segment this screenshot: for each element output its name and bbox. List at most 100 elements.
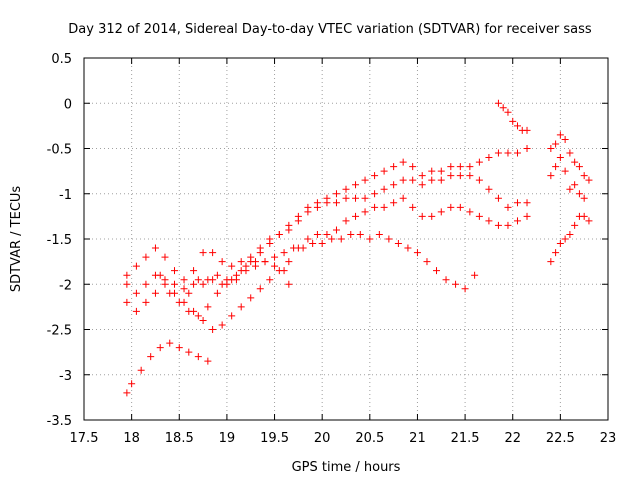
data-point (332, 190, 340, 198)
data-point (547, 258, 555, 266)
data-point (494, 194, 502, 202)
data-point (571, 181, 579, 189)
series-track-9 (547, 154, 588, 202)
x-tick-label: 17.5 (70, 431, 99, 446)
data-point (223, 276, 231, 284)
series-track-3 (123, 194, 531, 333)
data-point (571, 158, 579, 166)
x-tick-label: 19.5 (260, 431, 289, 446)
data-point (513, 199, 521, 207)
data-point (285, 221, 293, 229)
data-point (142, 298, 150, 306)
data-point (418, 181, 426, 189)
data-points (123, 99, 593, 397)
data-point (151, 289, 159, 297)
data-point (580, 172, 588, 180)
x-tick-label: 21 (409, 431, 426, 446)
data-point (218, 258, 226, 266)
data-point (547, 145, 555, 152)
data-point (142, 253, 150, 261)
data-point (180, 285, 188, 293)
data-point (409, 203, 417, 211)
data-point (304, 203, 312, 211)
data-point (513, 149, 521, 157)
data-point (399, 176, 407, 184)
x-tick-label: 21.5 (451, 431, 480, 446)
data-point (352, 181, 360, 189)
data-point (456, 203, 464, 211)
data-point (380, 167, 388, 175)
data-point (509, 117, 517, 125)
data-point (142, 280, 150, 288)
y-tick-label: -3.5 (47, 414, 72, 429)
data-point (475, 176, 483, 184)
data-point (575, 190, 583, 198)
data-point (123, 298, 131, 306)
data-point (566, 149, 574, 157)
data-point (456, 172, 464, 180)
data-point (452, 280, 460, 288)
data-point (280, 249, 288, 257)
data-point (128, 380, 136, 388)
y-tick-label: -1 (59, 188, 72, 203)
data-point (437, 167, 445, 175)
data-point (185, 307, 193, 315)
data-point (556, 131, 564, 139)
data-point (209, 326, 217, 333)
data-point (371, 172, 379, 180)
data-point (356, 230, 364, 238)
data-point (413, 249, 421, 257)
data-point (271, 262, 279, 270)
data-point (232, 271, 240, 279)
data-point (418, 172, 426, 180)
data-point (204, 303, 212, 311)
data-point (275, 230, 283, 238)
data-point (513, 217, 521, 225)
data-point (185, 348, 193, 356)
data-point (156, 271, 164, 279)
chart-title: Day 312 of 2014, Sidereal Day-to-day VTE… (68, 22, 592, 37)
y-tick-labels: -3.5 -3 -2.5 -2 -1.5 -1 -0.5 0 0.5 (47, 52, 72, 429)
data-point (309, 240, 317, 248)
data-point (585, 217, 593, 225)
data-point (375, 230, 383, 238)
plot-frame (83, 57, 609, 421)
x-tick-label: 22.5 (546, 431, 575, 446)
data-point (213, 271, 221, 279)
y-axis-title: SDTVAR / TECUs (9, 186, 24, 293)
data-point (556, 154, 564, 162)
data-point (404, 244, 412, 252)
x-tick-label: 22 (504, 431, 521, 446)
data-point (399, 194, 407, 202)
data-point (132, 307, 140, 315)
data-point (304, 235, 312, 243)
data-point (171, 267, 179, 275)
data-point (280, 267, 288, 275)
data-point (580, 212, 588, 220)
data-point (194, 276, 202, 284)
data-point (323, 199, 331, 207)
y-tick-label: 0.5 (51, 52, 72, 67)
data-point (371, 203, 379, 211)
data-point (566, 230, 574, 238)
data-point (566, 185, 574, 193)
data-point (209, 249, 217, 257)
data-point (447, 163, 455, 171)
data-point (433, 267, 441, 275)
data-point (585, 176, 593, 184)
data-point (199, 249, 207, 257)
data-point (485, 154, 493, 162)
data-point (294, 212, 302, 220)
data-point (571, 221, 579, 229)
y-tick-label: -0.5 (47, 143, 72, 158)
data-point (456, 163, 464, 171)
series-track-6 (185, 258, 293, 297)
series-track-8 (547, 131, 593, 184)
grid (84, 58, 608, 420)
data-point (504, 203, 512, 211)
series-track-5 (123, 339, 212, 397)
data-point (485, 185, 493, 193)
data-point (132, 262, 140, 270)
data-point (123, 271, 131, 279)
